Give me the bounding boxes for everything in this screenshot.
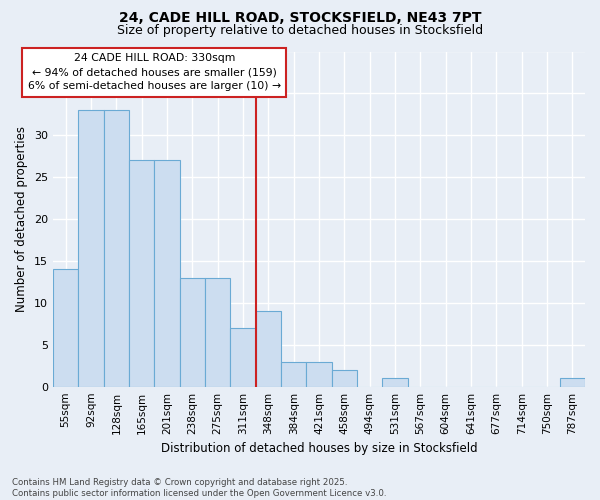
Bar: [332, 370, 357, 386]
Bar: [382, 378, 407, 386]
Text: Size of property relative to detached houses in Stocksfield: Size of property relative to detached ho…: [117, 24, 483, 37]
Bar: [104, 110, 129, 386]
Text: 24, CADE HILL ROAD, STOCKSFIELD, NE43 7PT: 24, CADE HILL ROAD, STOCKSFIELD, NE43 7P…: [119, 12, 481, 26]
Text: 24 CADE HILL ROAD: 330sqm
← 94% of detached houses are smaller (159)
6% of semi-: 24 CADE HILL ROAD: 330sqm ← 94% of detac…: [28, 53, 281, 91]
Y-axis label: Number of detached properties: Number of detached properties: [16, 126, 28, 312]
Bar: [53, 270, 79, 386]
X-axis label: Distribution of detached houses by size in Stocksfield: Distribution of detached houses by size …: [161, 442, 478, 455]
Bar: [79, 110, 104, 386]
Bar: [154, 160, 179, 386]
Bar: [281, 362, 307, 386]
Bar: [179, 278, 205, 386]
Bar: [205, 278, 230, 386]
Bar: [230, 328, 256, 386]
Text: Contains HM Land Registry data © Crown copyright and database right 2025.
Contai: Contains HM Land Registry data © Crown c…: [12, 478, 386, 498]
Bar: [307, 362, 332, 386]
Bar: [256, 312, 281, 386]
Bar: [560, 378, 585, 386]
Bar: [129, 160, 154, 386]
